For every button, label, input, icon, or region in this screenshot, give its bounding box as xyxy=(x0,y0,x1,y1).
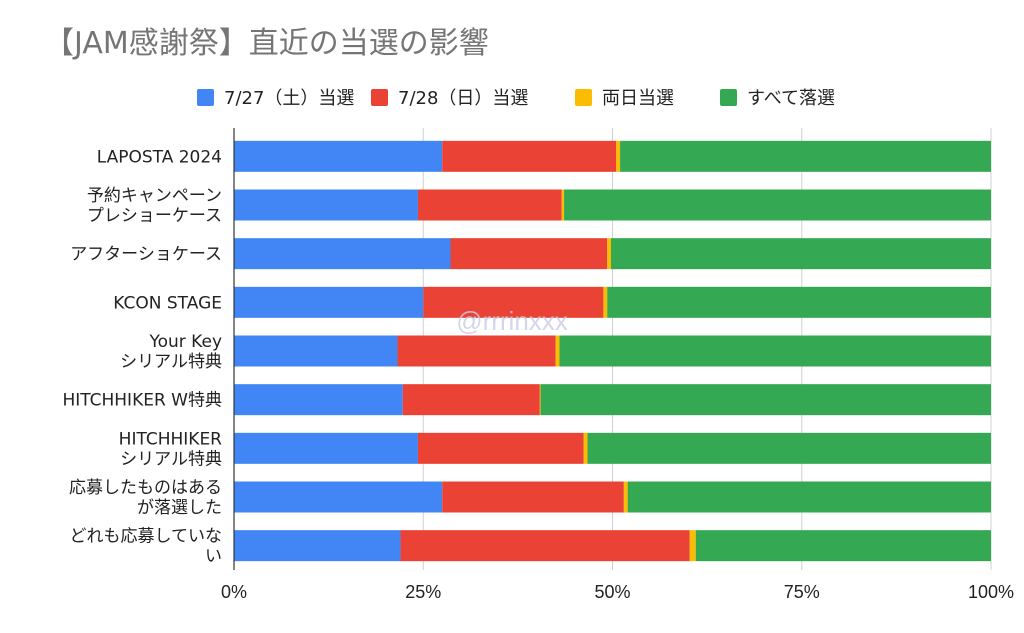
bar-3-3 xyxy=(607,286,991,318)
legend-item-1: 7/28（日）当選 xyxy=(371,84,528,110)
category-label-8-1: い xyxy=(205,547,222,567)
bar-1-3 xyxy=(564,189,991,221)
bar-0-1 xyxy=(442,140,617,172)
bar-2-3 xyxy=(610,238,991,270)
category-label-5-0: HITCHHIKER W特典 xyxy=(62,391,222,411)
bar-2-2 xyxy=(607,238,611,270)
bar-4-1 xyxy=(397,335,556,367)
bar-5-3 xyxy=(540,384,991,416)
category-label-8-0: どれも応募していな xyxy=(70,527,223,547)
bar-4-0 xyxy=(234,335,398,367)
bar-7-2 xyxy=(623,481,628,513)
bar-8-1 xyxy=(400,530,690,562)
bar-1-0 xyxy=(234,189,418,221)
bar-4-3 xyxy=(559,335,991,367)
x-tick-label-4: 100% xyxy=(968,582,1014,602)
legend-swatch-1 xyxy=(371,88,388,106)
legend-swatch-0 xyxy=(197,88,214,106)
legend-item-2: 両日当選 xyxy=(575,84,674,110)
chart-legend: 7/27（土）当選 7/28（日）当選 両日当選 すべて落選 xyxy=(0,84,1024,110)
bar-7-1 xyxy=(442,481,624,513)
watermark: @rrrinxxx xyxy=(456,306,568,336)
category-label-7-1: が落選した xyxy=(137,498,222,518)
legend-label-1: 7/28（日）当選 xyxy=(398,88,529,109)
legend-swatch-2 xyxy=(575,88,592,106)
bar-1-2 xyxy=(561,189,565,221)
bar-0-2 xyxy=(616,140,621,172)
bar-5-2 xyxy=(539,384,541,416)
legend-swatch-3 xyxy=(720,88,737,106)
legend-label-0: 7/27（土）当選 xyxy=(224,88,355,109)
category-label-2-0: アフターショケース xyxy=(70,245,222,265)
bar-8-2 xyxy=(689,530,696,562)
category-label-3-0: KCON STAGE xyxy=(113,293,222,313)
bar-5-1 xyxy=(402,384,540,416)
bar-3-1 xyxy=(423,286,604,318)
category-label-6-0: HITCHHIKER xyxy=(119,429,223,449)
chart-title: 【JAM感謝祭】直近の当選の影響 xyxy=(44,26,489,61)
category-label-7-0: 応募したものはある xyxy=(69,478,222,498)
x-tick-label-0: 0% xyxy=(221,582,247,602)
bar-6-1 xyxy=(417,432,584,464)
bar-6-2 xyxy=(583,432,588,464)
bar-0-3 xyxy=(620,140,991,172)
legend-item-3: すべて落選 xyxy=(720,84,835,110)
bar-3-0 xyxy=(234,286,424,318)
category-label-6-1: シリアル特典 xyxy=(120,449,222,469)
bar-6-3 xyxy=(587,432,991,464)
legend-item-0: 7/27（土）当選 xyxy=(197,84,354,110)
bar-7-3 xyxy=(627,481,991,513)
bar-8-3 xyxy=(695,530,991,562)
bar-2-0 xyxy=(234,238,451,270)
bar-2-1 xyxy=(450,238,608,270)
bar-1-1 xyxy=(417,189,562,221)
category-label-1-0: 予約キャンペーン xyxy=(87,186,222,206)
bar-0-0 xyxy=(234,140,443,172)
legend-label-3: すべて落選 xyxy=(747,88,836,109)
x-tick-label-2: 50% xyxy=(594,582,630,602)
bar-6-0 xyxy=(234,432,418,464)
bar-3-2 xyxy=(603,286,608,318)
legend-label-2: 両日当選 xyxy=(602,88,674,109)
category-label-4-1: シリアル特典 xyxy=(120,352,222,372)
category-label-1-1: プレショーケース xyxy=(87,206,222,226)
x-tick-label-1: 25% xyxy=(405,582,441,602)
bar-5-0 xyxy=(234,384,403,416)
bar-8-0 xyxy=(234,530,401,562)
category-label-4-0: Your Key xyxy=(148,332,222,352)
x-tick-label-3: 75% xyxy=(784,582,820,602)
category-label-0-0: LAPOSTA 2024 xyxy=(97,147,222,167)
bar-4-2 xyxy=(555,335,560,367)
bar-7-0 xyxy=(234,481,443,513)
